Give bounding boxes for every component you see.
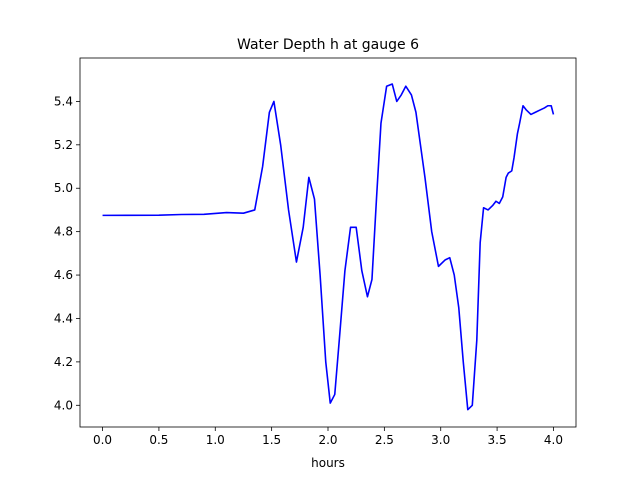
- plot-frame: [79, 57, 577, 428]
- y-tick-label: 4.6: [54, 268, 73, 282]
- x-tick-label: 0.0: [93, 433, 112, 447]
- x-tick-label: 3.5: [488, 433, 507, 447]
- x-tick-label: 2.0: [318, 433, 337, 447]
- y-tick-label: 5.2: [54, 138, 73, 152]
- x-axis-label: hours: [311, 456, 345, 470]
- y-tick-label: 4.8: [54, 225, 73, 239]
- x-tick-label: 4.0: [544, 433, 563, 447]
- y-tick-label: 4.0: [54, 398, 73, 412]
- series-line-0: [102, 83, 555, 411]
- y-tick-label: 5.0: [54, 181, 73, 195]
- x-tick-label: 3.0: [431, 433, 450, 447]
- chart-title: Water Depth h at gauge 6: [237, 37, 419, 53]
- x-tick-label: 1.0: [206, 433, 225, 447]
- y-tick-label: 4.2: [54, 355, 73, 369]
- x-tick-label: 1.5: [262, 433, 281, 447]
- x-tick-label: 0.5: [149, 433, 168, 447]
- y-tick-label: 4.4: [54, 311, 73, 325]
- y-tick-label: 5.4: [54, 94, 73, 108]
- x-tick-label: 2.5: [375, 433, 394, 447]
- plot-area: 0.0 0.5 1.0 1.5 2.0 2.5 3.0 3.5 4.0 4.0 4.2 4.4 4.6 4…: [54, 57, 577, 447]
